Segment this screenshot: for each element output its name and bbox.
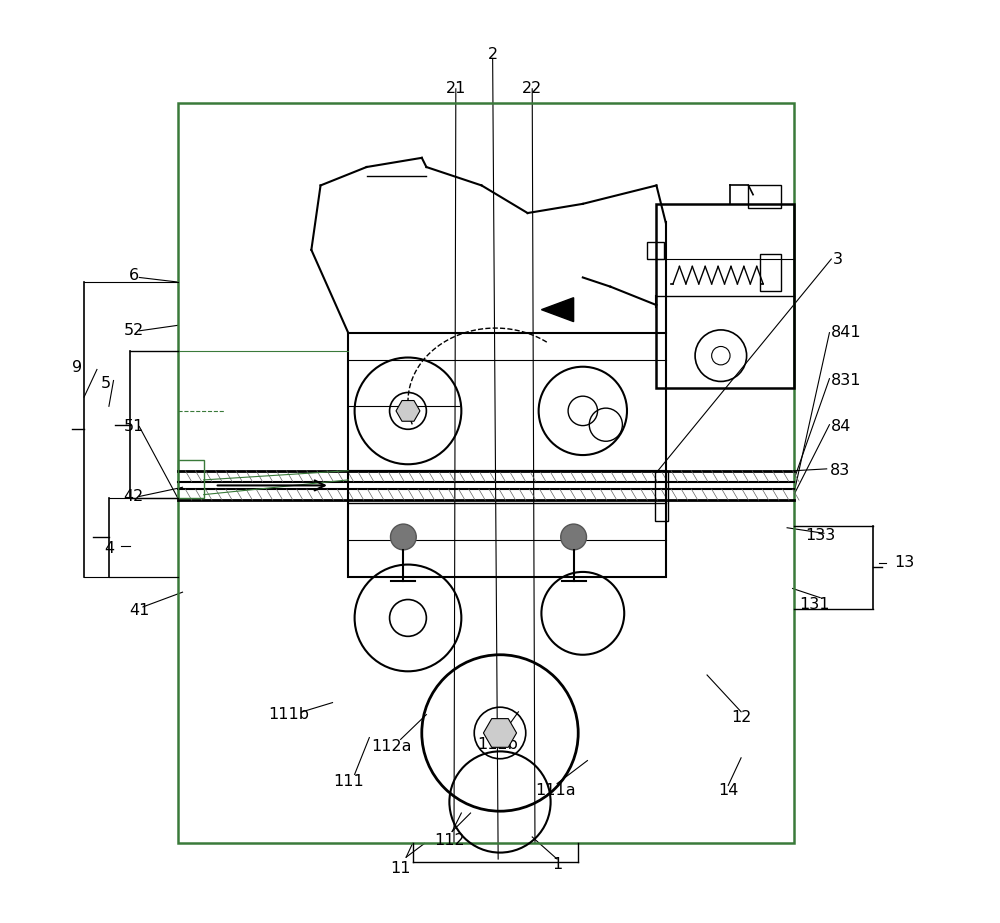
Text: 1: 1 bbox=[552, 857, 562, 872]
Polygon shape bbox=[483, 719, 517, 748]
Text: 112a: 112a bbox=[371, 739, 412, 754]
Text: 52: 52 bbox=[124, 323, 144, 339]
Text: 14: 14 bbox=[718, 784, 738, 798]
Text: 2: 2 bbox=[488, 47, 498, 62]
Text: 111a: 111a bbox=[535, 784, 576, 798]
Text: 5: 5 bbox=[101, 376, 111, 390]
Text: 111: 111 bbox=[333, 774, 364, 789]
Text: 112b: 112b bbox=[478, 737, 519, 752]
Text: 831: 831 bbox=[831, 373, 862, 388]
Text: 51: 51 bbox=[124, 419, 144, 434]
Text: 133: 133 bbox=[805, 528, 835, 543]
Text: 841: 841 bbox=[831, 325, 862, 341]
Text: 6: 6 bbox=[129, 268, 139, 283]
Text: 84: 84 bbox=[831, 419, 852, 434]
Polygon shape bbox=[396, 401, 420, 421]
Text: 42: 42 bbox=[124, 489, 144, 504]
Bar bbox=[348, 471, 666, 577]
Bar bbox=[656, 204, 794, 388]
Text: 112: 112 bbox=[434, 833, 465, 848]
Bar bbox=[748, 186, 781, 209]
Bar bbox=[178, 102, 794, 844]
Text: 41: 41 bbox=[129, 603, 149, 618]
Text: 12: 12 bbox=[731, 710, 751, 725]
Text: 13: 13 bbox=[894, 556, 914, 570]
Bar bbox=[348, 332, 666, 471]
Polygon shape bbox=[541, 298, 574, 321]
Bar bbox=[760, 255, 781, 292]
Bar bbox=[647, 243, 664, 259]
Text: 3: 3 bbox=[833, 252, 843, 267]
Bar bbox=[178, 460, 204, 498]
Text: 4: 4 bbox=[104, 542, 114, 557]
Text: 131: 131 bbox=[799, 596, 830, 612]
Text: 9: 9 bbox=[72, 360, 82, 375]
Text: 83: 83 bbox=[829, 463, 850, 478]
Text: 11: 11 bbox=[390, 861, 411, 876]
Text: 111b: 111b bbox=[268, 707, 309, 722]
Circle shape bbox=[561, 524, 587, 550]
Text: 21: 21 bbox=[446, 81, 466, 96]
Circle shape bbox=[390, 524, 416, 550]
Bar bbox=[655, 471, 668, 521]
Text: 22: 22 bbox=[522, 81, 542, 96]
